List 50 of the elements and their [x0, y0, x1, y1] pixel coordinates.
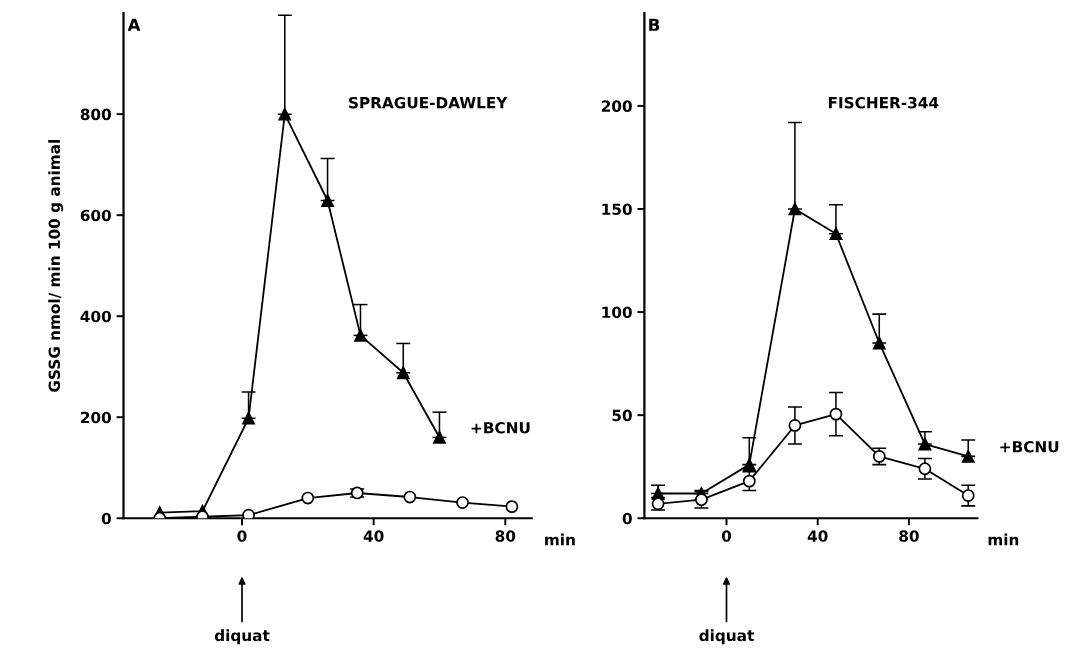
point: [788, 202, 802, 216]
point: [742, 474, 756, 488]
x-tick-label: 80: [899, 530, 919, 542]
chart-title: A: [127, 18, 141, 31]
y-tick-label: 600: [80, 209, 111, 222]
chart-title: B: [649, 18, 660, 31]
text: FISCHER-344: [828, 96, 939, 109]
point: [242, 411, 255, 425]
x-tick-label: 80: [495, 530, 516, 542]
x-axis-title: min: [988, 533, 1019, 546]
point: [829, 407, 843, 421]
x-tick-label: 0: [721, 530, 732, 542]
point: [354, 328, 367, 342]
y-tick-label: 150: [602, 203, 632, 215]
y-tick-label: 50: [612, 409, 632, 422]
point: [695, 493, 708, 507]
series-label: +BCNU: [1000, 440, 1059, 453]
y-tick-label: 200: [601, 100, 632, 112]
point: [872, 336, 886, 350]
text: diquat: [699, 629, 754, 645]
x-tick-label: 0: [237, 530, 247, 542]
text: diquat: [214, 629, 270, 645]
point: [278, 107, 292, 121]
y-axis-title: GSSG nmol/ min 100 g animal: [48, 140, 64, 392]
point: [456, 496, 469, 509]
point: [918, 437, 932, 451]
point: [505, 500, 519, 514]
point: [301, 491, 315, 505]
y-tick-label: 100: [602, 306, 632, 319]
text: SPRAGUE-DAWLEY: [349, 96, 508, 109]
y-tick-label: 400: [80, 310, 111, 323]
y-tick-label: 0: [101, 512, 111, 525]
point: [396, 366, 410, 380]
point: [403, 490, 417, 504]
point: [829, 227, 843, 241]
y-tick-label: 800: [80, 108, 111, 121]
point: [961, 449, 975, 463]
point: [961, 489, 975, 502]
x-tick-label: 40: [363, 530, 384, 542]
point: [433, 431, 446, 444]
y-tick-label: 0: [622, 512, 632, 525]
point: [742, 458, 756, 472]
point: [788, 419, 802, 432]
x-tick-label: 40: [807, 530, 828, 542]
x-axis-title: min: [545, 533, 575, 546]
point: [242, 508, 255, 519]
point: [918, 462, 932, 476]
point: [321, 194, 334, 207]
series-label: +BCNU: [471, 421, 530, 434]
y-tick-label: 200: [81, 411, 111, 424]
